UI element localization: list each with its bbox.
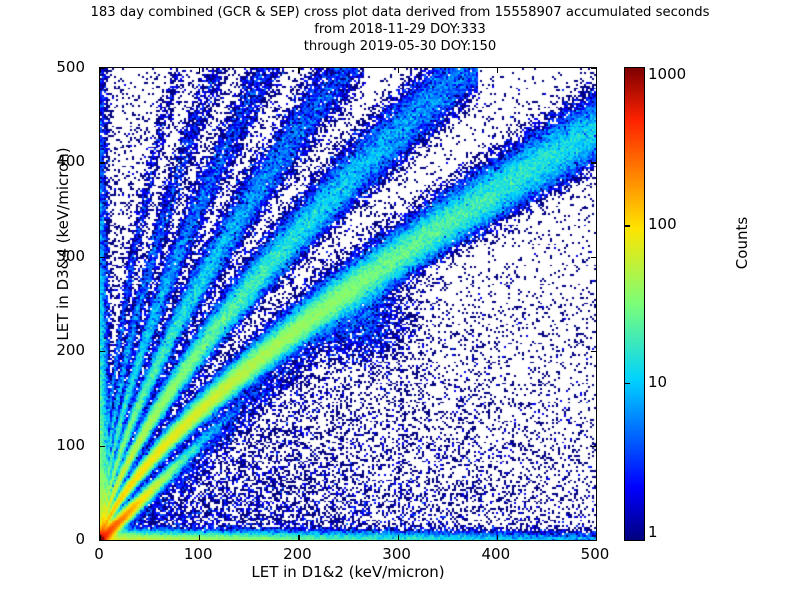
x-tick-400	[496, 68, 498, 73]
y-tick-0	[591, 540, 596, 542]
colorbar-tick-label-1000: 1000	[648, 65, 687, 83]
colorbar-tick-100	[625, 225, 630, 227]
x-tick-0	[100, 68, 102, 73]
x-tick-labels: 0 100 200 300 400 500	[94, 545, 609, 565]
x-tick-label-400: 400	[481, 545, 511, 563]
y-tick-300	[591, 256, 596, 258]
x-tick-100	[199, 535, 201, 540]
colorbar-gradient	[625, 68, 644, 540]
figure-title: 183 day combined (GCR & SEP) cross plot …	[0, 4, 800, 55]
colorbar-tick-labels: 1 10 100 1000	[648, 65, 738, 541]
colorbar-tick-label-10: 10	[648, 372, 668, 391]
title-line-3: through 2019-05-30 DOY:150	[303, 39, 497, 54]
title-line-1: 183 day combined (GCR & SEP) cross plot …	[90, 5, 710, 20]
y-tick-label-200: 200	[56, 341, 85, 360]
x-tick-label-100: 100	[183, 545, 213, 563]
y-tick-labels: 0 100 200 300 400 500	[0, 58, 93, 548]
heatmap-canvas	[100, 68, 596, 540]
y-tick-label-400: 400	[56, 152, 85, 171]
x-tick-300	[397, 535, 399, 540]
colorbar-tick-10	[625, 382, 630, 384]
plot-area	[99, 67, 598, 542]
x-tick-label-200: 200	[283, 545, 312, 563]
x-tick-label-300: 300	[382, 545, 411, 563]
x-tick-label-500: 500	[580, 545, 610, 563]
x-tick-0	[100, 535, 102, 540]
y-tick-300	[100, 256, 105, 258]
y-tick-label-500: 500	[56, 58, 85, 76]
x-tick-label-0: 0	[94, 545, 104, 563]
x-tick-500	[596, 535, 598, 540]
y-tick-0	[100, 540, 105, 542]
y-tick-label-100: 100	[56, 435, 85, 454]
x-tick-500	[596, 68, 598, 73]
y-tick-label-300: 300	[56, 246, 85, 265]
y-tick-500	[100, 68, 105, 70]
colorbar	[624, 67, 645, 541]
y-tick-200	[591, 351, 596, 353]
x-tick-300	[397, 68, 399, 73]
y-tick-100	[100, 445, 105, 447]
y-tick-400	[591, 162, 596, 164]
x-axis-title: LET in D1&2 (keV/micron)	[251, 563, 445, 581]
colorbar-title: Counts	[733, 216, 751, 270]
y-axis-title: LET in D3&4 (keV/micron)	[54, 147, 72, 341]
y-tick-label-0: 0	[75, 530, 85, 548]
x-tick-200	[298, 68, 300, 73]
colorbar-tick-label-1: 1	[648, 523, 658, 541]
colorbar-tick-label-100: 100	[648, 215, 677, 234]
y-tick-100	[591, 445, 596, 447]
title-line-2: from 2018-11-29 DOY:333	[314, 22, 486, 37]
x-tick-400	[496, 535, 498, 540]
x-tick-200	[298, 535, 300, 540]
y-tick-400	[100, 162, 105, 164]
y-tick-200	[100, 351, 105, 353]
x-tick-100	[199, 68, 201, 73]
y-tick-500	[591, 68, 596, 70]
